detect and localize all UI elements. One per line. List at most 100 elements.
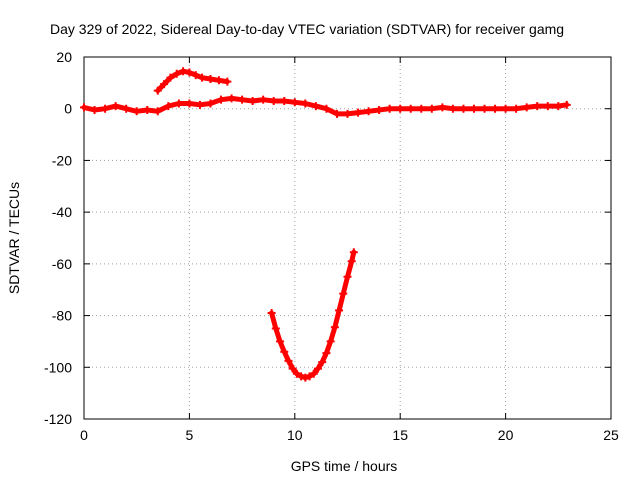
lower-dip-point — [347, 257, 356, 266]
y-tick-label: -80 — [52, 308, 72, 324]
upper-arc-point — [223, 77, 232, 86]
lower-dip-point — [284, 356, 293, 365]
y-axis-label: SDTVAR / TECUs — [6, 182, 22, 294]
main-track-point — [174, 99, 183, 108]
lower-dip-point — [271, 324, 280, 333]
main-track-point — [533, 102, 542, 111]
main-track-point — [132, 107, 141, 116]
main-track-point — [122, 104, 131, 113]
main-track-point — [501, 104, 510, 113]
lower-dip-point — [335, 306, 344, 315]
main-track-point — [417, 104, 426, 113]
main-track-point — [111, 102, 120, 111]
upper-arc-point — [179, 67, 188, 76]
lower-dip-point — [322, 349, 331, 358]
y-tick-label: 20 — [56, 49, 72, 65]
lower-dip-point — [297, 372, 306, 381]
upper-arc-point — [214, 76, 223, 85]
lower-dip-point — [292, 369, 301, 378]
main-track-point — [90, 106, 99, 115]
x-tick-label: 20 — [498, 427, 514, 443]
main-track-point — [280, 96, 289, 105]
main-track-point — [332, 109, 341, 118]
y-tick-label: -100 — [44, 359, 72, 375]
main-track-point — [195, 100, 204, 109]
main-track-point — [562, 100, 571, 109]
y-tick-label: -40 — [52, 204, 72, 220]
upper-arc-point — [172, 69, 181, 78]
x-tick-label: 5 — [186, 427, 194, 443]
main-track-point — [438, 103, 447, 112]
main-track-point — [322, 104, 331, 113]
lower-dip-point — [280, 347, 289, 356]
lower-dip-point — [309, 369, 318, 378]
lower-dip-point — [301, 373, 310, 382]
main-track-point — [522, 103, 531, 112]
x-tick-label: 10 — [287, 427, 303, 443]
main-track-point — [217, 95, 226, 104]
main-track-point — [480, 104, 489, 113]
lower-dip-line — [269, 249, 357, 381]
lower-dip-point — [305, 372, 314, 381]
upper-arc-point — [160, 80, 169, 89]
x-tick-label: 25 — [603, 427, 619, 443]
lower-dip-point — [339, 289, 348, 298]
plot-frame — [83, 56, 612, 420]
lower-dip-point — [288, 364, 297, 373]
main-track-point — [396, 104, 405, 113]
main-track-point — [259, 95, 268, 104]
lower-dip-point — [276, 337, 285, 346]
main-track-point — [80, 103, 88, 112]
x-tick-label: 0 — [80, 427, 88, 443]
lower-dip-point — [343, 272, 352, 281]
upper-arc-point — [153, 86, 162, 95]
lower-dip-point — [313, 364, 322, 373]
main-track-point — [101, 104, 110, 113]
x-tick-label: 15 — [392, 427, 408, 443]
main-track-point — [469, 104, 478, 113]
lower-dip-point — [330, 323, 339, 332]
main-track-point — [406, 104, 415, 113]
main-track-point — [448, 104, 457, 113]
main-track-point — [459, 104, 468, 113]
main-track-point — [427, 104, 436, 113]
lower-dip-point — [326, 337, 335, 346]
main-track-point — [491, 104, 500, 113]
upper-arc-point — [185, 68, 194, 77]
main-track-point — [248, 96, 257, 105]
axis-ticks: 0 5 10 15 20 25 -120 -100 -80 -60 -40 -20 0 20 — [44, 49, 619, 443]
chart-title: Day 329 of 2022, Sidereal Day-to-day VTE… — [50, 21, 564, 37]
y-tick-label: -60 — [52, 256, 72, 272]
main-track-point — [153, 107, 162, 116]
main-track-point — [354, 108, 363, 117]
main-track-point — [343, 109, 352, 118]
x-axis-label: GPS time / hours — [291, 458, 398, 474]
main-track-point — [512, 104, 521, 113]
main-track-point — [290, 98, 299, 107]
main-track-point — [206, 99, 215, 108]
lower-dip-point — [267, 308, 276, 317]
y-tick-label: 0 — [64, 101, 72, 117]
main-track-point — [227, 94, 236, 103]
main-track-point — [269, 96, 278, 105]
main-track-point — [301, 99, 310, 108]
main-track-point — [164, 102, 173, 111]
lower-dip-point — [318, 358, 327, 367]
lower-dip-point — [349, 248, 358, 257]
main-track-point — [185, 99, 194, 108]
main-track-point — [311, 102, 320, 111]
upper-arc-point — [198, 73, 207, 82]
upper-arc-point — [206, 74, 215, 83]
main-track-point — [238, 95, 247, 104]
main-track-point — [385, 104, 394, 113]
upper-arc-point — [166, 73, 175, 82]
main-track-point — [364, 107, 373, 116]
main-track-point — [375, 106, 384, 115]
grid — [84, 57, 611, 419]
y-tick-label: -20 — [52, 152, 72, 168]
main-track-point — [543, 102, 552, 111]
main-track-point — [143, 106, 152, 115]
data-marks — [80, 67, 571, 382]
upper-arc-point — [191, 71, 200, 80]
